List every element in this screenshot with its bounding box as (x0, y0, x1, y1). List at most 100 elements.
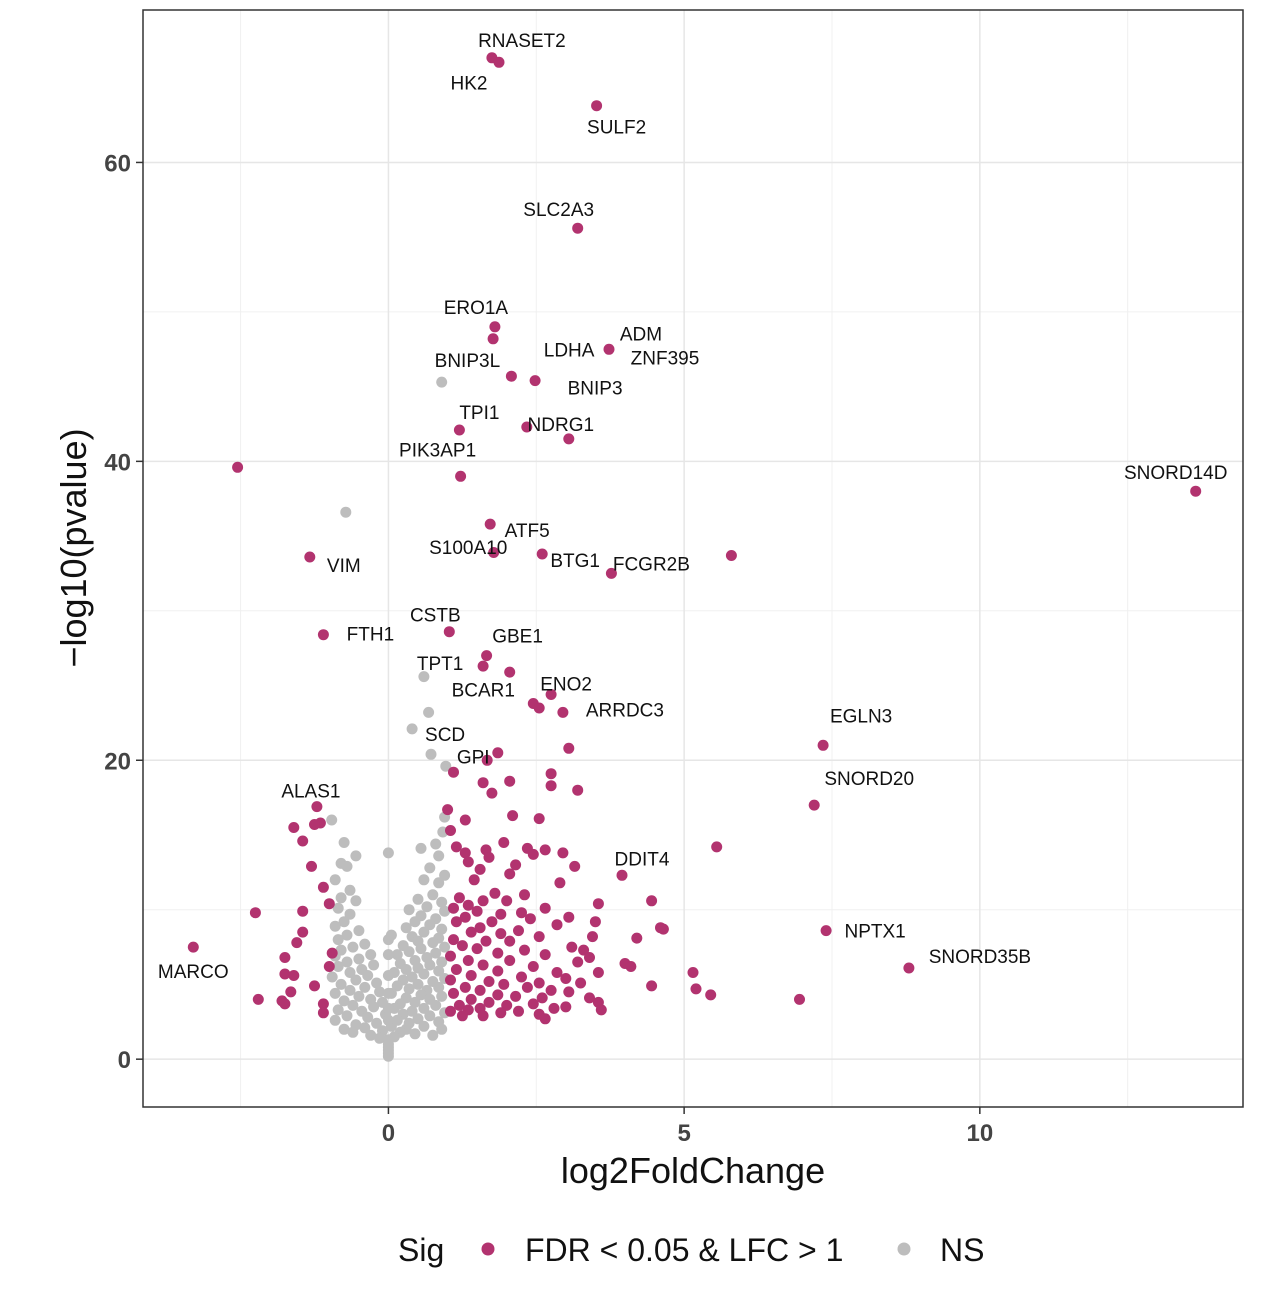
legend-title: Sig (398, 1232, 444, 1268)
sig-point (575, 977, 587, 989)
ns-point (436, 896, 448, 908)
sig-point (477, 959, 489, 971)
sig-point (533, 702, 545, 714)
sig-point (539, 949, 551, 961)
sig-point (477, 1010, 489, 1022)
gene-label: SNORD20 (824, 769, 914, 790)
ns-point (365, 1029, 377, 1041)
ns-point (436, 956, 448, 968)
sig-point (603, 343, 615, 355)
sig-point (711, 841, 723, 853)
ns-point (382, 847, 394, 859)
ns-point (436, 1023, 448, 1035)
ns-point (418, 874, 430, 886)
ns-point (433, 965, 445, 977)
sig-point (486, 787, 498, 799)
ns-point (418, 968, 430, 980)
ns-point (350, 974, 362, 986)
ns-point (382, 1002, 394, 1014)
sig-point (474, 863, 486, 875)
sig-point (504, 666, 516, 678)
sig-point (443, 626, 455, 638)
legend: Sig FDR < 0.05 & LFC > 1 NS (398, 1232, 984, 1268)
sig-point (563, 433, 575, 445)
sig-point (481, 650, 493, 662)
ns-point (347, 1026, 359, 1038)
gene-label: ERO1A (444, 298, 509, 319)
sig-point (687, 967, 699, 978)
sig-point (587, 931, 598, 943)
gene-label: GBE1 (492, 627, 543, 648)
sig-point (309, 819, 320, 830)
ns-point (326, 971, 338, 983)
y-axis-title: −log10(pvalue) (53, 428, 94, 667)
ns-point (344, 884, 356, 896)
sig-point (566, 941, 578, 953)
sig-point (471, 943, 483, 955)
sig-point (560, 1001, 572, 1013)
ns-point (406, 971, 418, 983)
sig-point (501, 999, 513, 1011)
ns-point (409, 916, 421, 928)
ns-point (430, 838, 442, 850)
sig-point (533, 977, 545, 989)
sig-point (554, 877, 566, 889)
ns-point (400, 922, 412, 934)
sig-point (483, 851, 495, 863)
ns-point (382, 1014, 394, 1026)
sig-point (539, 1013, 551, 1025)
ns-point (382, 970, 394, 981)
sig-point (448, 934, 459, 946)
sig-point (521, 981, 533, 993)
sig-point (504, 868, 516, 880)
gene-label: EGLN3 (830, 706, 892, 727)
gene-label: CSTB (410, 606, 461, 627)
x-axis-ticks: 0 5 10 (382, 1107, 993, 1147)
sig-point (527, 961, 539, 972)
ns-point (433, 981, 445, 993)
ns-point (412, 978, 424, 990)
ns-point (412, 893, 424, 905)
sig-point (474, 984, 486, 996)
sig-point (495, 1007, 507, 1019)
ns-point (371, 977, 383, 989)
ns-point (350, 850, 362, 862)
ns-point (439, 941, 451, 953)
ns-point (344, 967, 356, 978)
sig-point (252, 993, 264, 1005)
sig-point (477, 895, 489, 907)
sig-point (187, 941, 199, 953)
sig-point (794, 993, 805, 1005)
sig-point (477, 777, 489, 789)
sig-point (297, 905, 309, 917)
ns-point (338, 916, 350, 928)
sig-point (455, 470, 467, 482)
ns-point (353, 925, 365, 937)
sig-point (808, 799, 820, 811)
legend-ns-label: NS (940, 1232, 984, 1268)
ns-point (338, 995, 350, 1007)
y-tick-label: 40 (104, 449, 131, 476)
sig-point (563, 742, 575, 754)
gene-label: ADM (620, 324, 662, 345)
ns-point (423, 706, 435, 718)
sig-point (477, 660, 489, 672)
ns-point (341, 860, 353, 872)
ns-point (424, 862, 436, 874)
sig-point (323, 898, 335, 910)
gene-label: S100A10 (429, 538, 507, 559)
ns-point (329, 987, 341, 999)
sig-point (516, 971, 527, 983)
sig-point (521, 421, 533, 433)
sig-points (187, 52, 1202, 1025)
sig-point (474, 922, 486, 934)
gene-label: SULF2 (587, 118, 646, 139)
sig-point (539, 844, 551, 856)
sig-point (498, 837, 510, 848)
sig-point (563, 986, 575, 998)
sig-point (484, 518, 496, 530)
gene-label: SLC2A3 (523, 200, 594, 221)
sig-point (291, 937, 303, 949)
sig-point (595, 1004, 607, 1016)
sig-point (533, 813, 545, 825)
